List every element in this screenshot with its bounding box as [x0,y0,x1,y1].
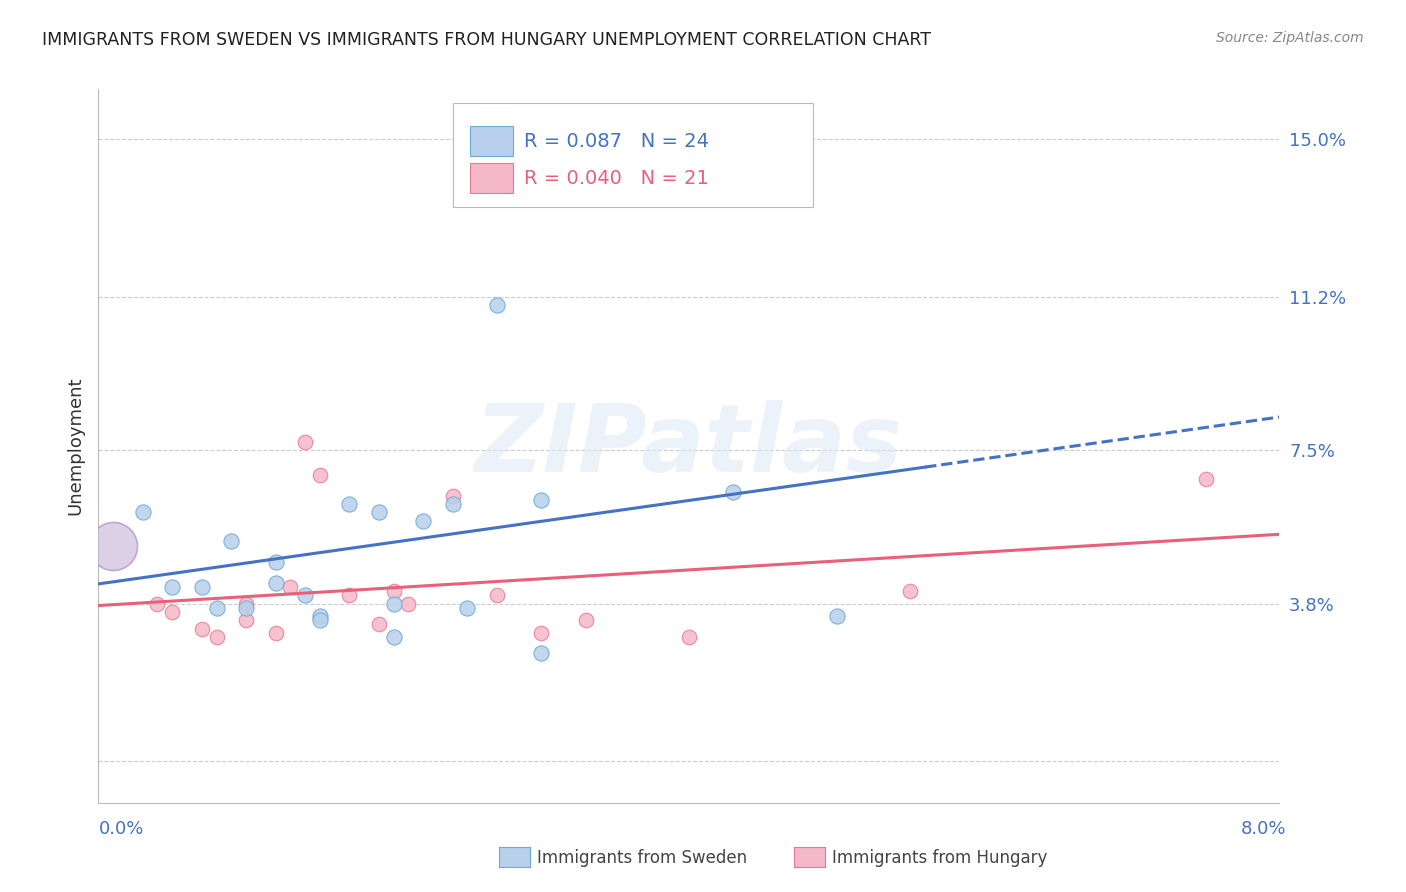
Point [294,588,316,602]
Point [308,609,332,624]
Point [574,613,596,627]
Point [485,588,508,602]
Point [412,514,434,528]
Point [264,575,287,590]
Point [235,600,257,615]
FancyBboxPatch shape [453,103,813,207]
Text: Source: ZipAtlas.com: Source: ZipAtlas.com [1216,31,1364,45]
Point [382,584,405,599]
Point [294,434,316,449]
Point [103,539,125,553]
Point [162,580,183,594]
Point [485,298,508,312]
Text: R = 0.087   N = 24: R = 0.087 N = 24 [523,132,709,151]
Text: Immigrants from Hungary: Immigrants from Hungary [832,849,1047,867]
Text: 8.0%: 8.0% [1241,820,1286,838]
FancyBboxPatch shape [471,127,513,156]
Point [235,597,257,611]
Point [441,489,464,503]
Point [162,605,183,619]
Point [900,584,922,599]
Text: IMMIGRANTS FROM SWEDEN VS IMMIGRANTS FROM HUNGARY UNEMPLOYMENT CORRELATION CHART: IMMIGRANTS FROM SWEDEN VS IMMIGRANTS FRO… [42,31,931,49]
Point [191,622,214,636]
Point [530,492,553,507]
Point [337,588,360,602]
Point [441,497,464,511]
Point [456,600,478,615]
Text: R = 0.040   N = 21: R = 0.040 N = 21 [523,169,709,188]
Point [132,505,155,519]
Point [1194,472,1216,486]
Text: Immigrants from Sweden: Immigrants from Sweden [537,849,747,867]
Point [825,609,848,624]
Point [205,600,228,615]
Point [396,597,419,611]
Point [264,555,287,569]
Text: 0.0%: 0.0% [98,820,143,838]
Point [501,161,523,175]
Point [235,613,257,627]
Point [382,597,405,611]
Point [146,597,169,611]
Y-axis label: Unemployment: Unemployment [66,376,84,516]
Point [264,625,287,640]
FancyBboxPatch shape [471,163,513,194]
Point [530,647,553,661]
Point [678,630,700,644]
Text: ZIPatlas: ZIPatlas [475,400,903,492]
Point [308,613,332,627]
Point [191,580,214,594]
Point [219,534,242,549]
Point [721,484,744,499]
Point [382,630,405,644]
Point [337,497,360,511]
Point [530,625,553,640]
Point [367,505,389,519]
Point [367,617,389,632]
Point [205,630,228,644]
Point [278,580,302,594]
Point [308,468,332,483]
